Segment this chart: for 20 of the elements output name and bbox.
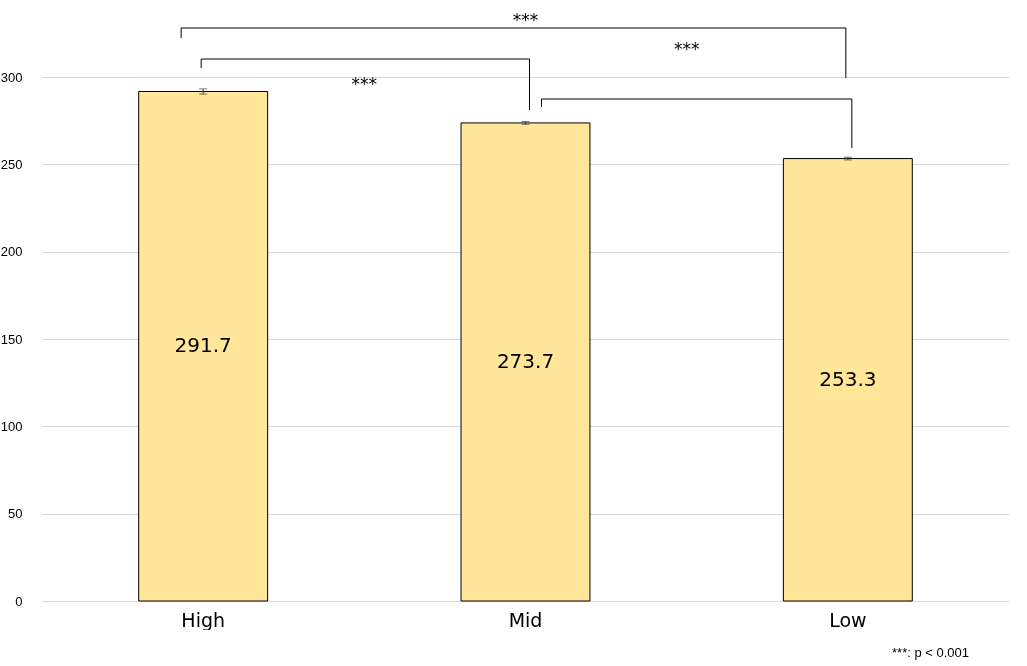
bar	[138, 91, 269, 602]
y-tick-label: 300	[0, 69, 23, 85]
y-tick-label: 200	[0, 244, 23, 260]
x-tick-label: High	[181, 608, 225, 631]
y-tick-label: 250	[0, 156, 23, 172]
bar	[782, 158, 913, 602]
y-tick-label: 50	[8, 506, 23, 522]
x-tick-label: Low	[829, 608, 867, 631]
y-tick-label: 100	[0, 418, 23, 434]
y-tick-label: 0	[15, 593, 23, 609]
text: ***	[673, 39, 700, 59]
data-label: 273.7	[496, 348, 555, 373]
text: ***	[512, 10, 539, 30]
y-tick-label: 150	[0, 331, 23, 347]
text: ***: p < 0.001	[892, 645, 969, 660]
x-tick-label: Mid	[508, 608, 543, 631]
annotation: ***	[351, 74, 378, 94]
bar	[460, 122, 591, 602]
data-label: 291.7	[174, 333, 232, 358]
data-label: 253.3	[819, 366, 877, 391]
